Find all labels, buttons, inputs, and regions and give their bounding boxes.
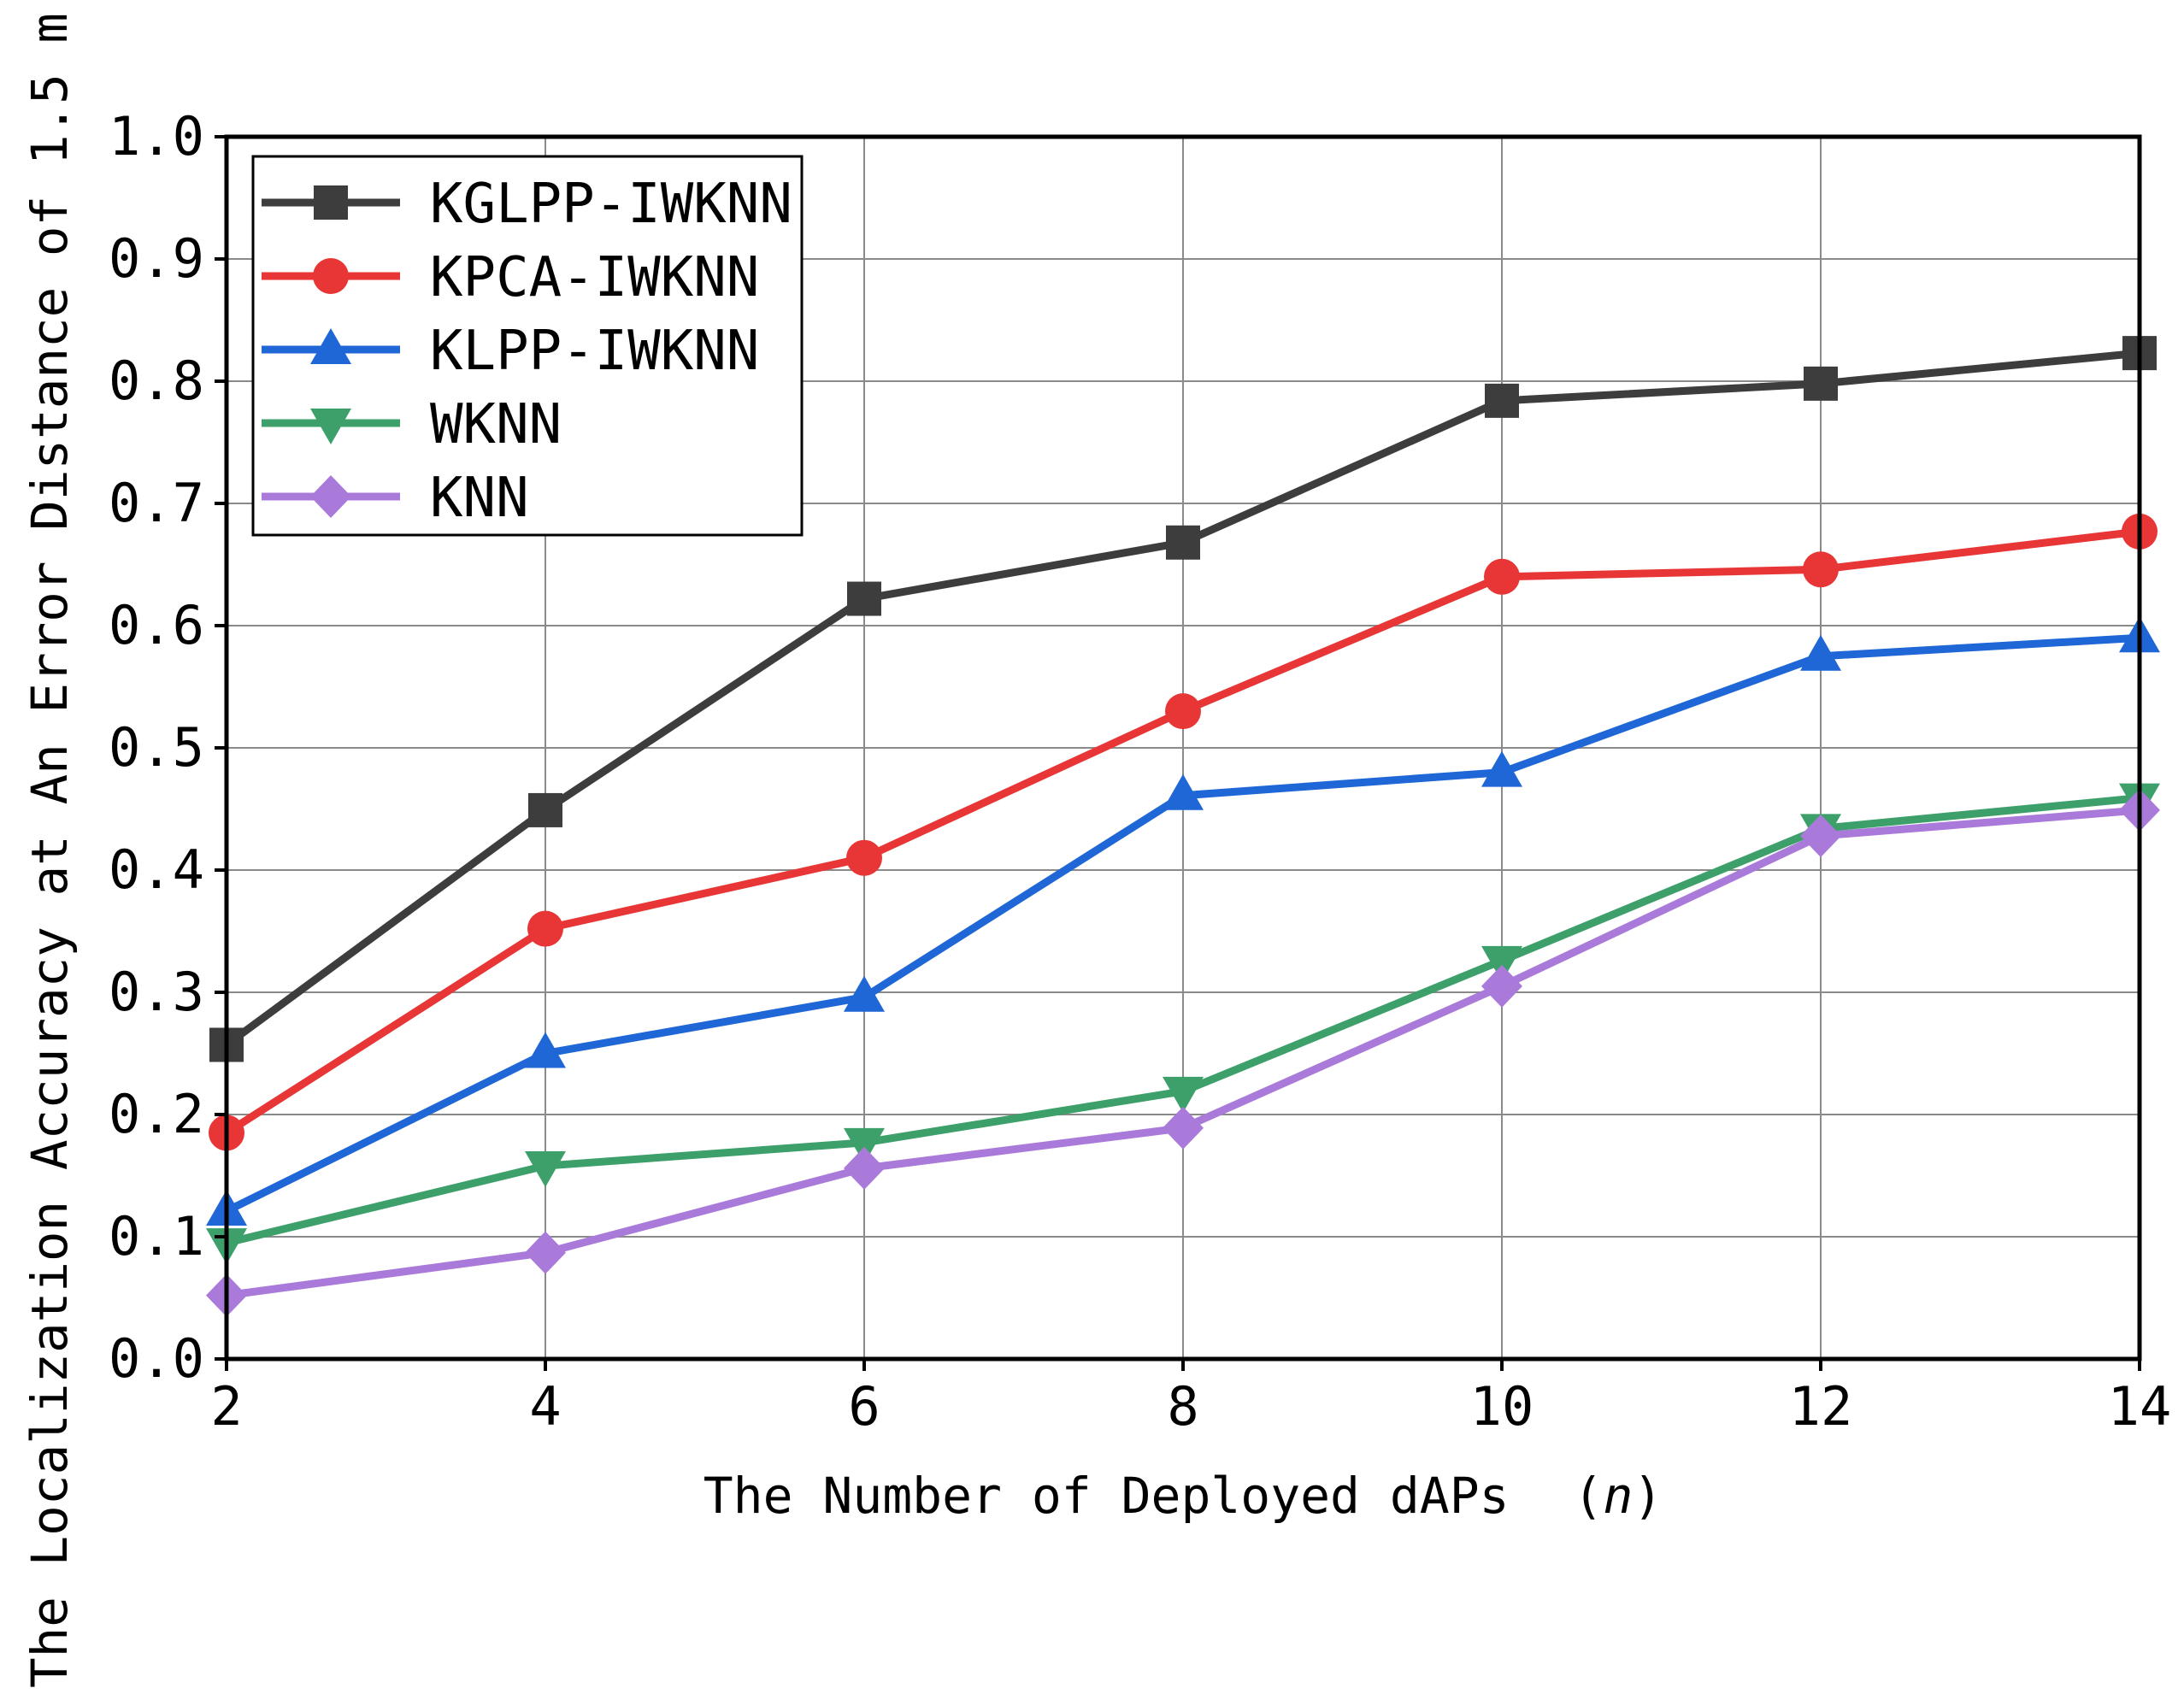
legend-label: KLPP-IWKNN [430, 320, 759, 383]
x-tick-label: 10 [1470, 1375, 1534, 1438]
data-point-knn [844, 1146, 885, 1190]
data-point-knn [1163, 1106, 1204, 1150]
y-tick-label: 0.4 [109, 838, 204, 901]
data-point-kpca-iwknn [1165, 693, 1201, 730]
data-point-knn [1800, 814, 1841, 857]
x-tick-label: 6 [848, 1375, 880, 1438]
data-point-wknn [1481, 945, 1522, 982]
legend-swatch-marker [314, 185, 348, 220]
data-point-kglpp-iwknn [1166, 525, 1200, 560]
data-point-kpca-iwknn [527, 910, 563, 947]
series-knn [206, 788, 2160, 1317]
data-point-knn [1481, 964, 1522, 1008]
data-point-kpca-iwknn [846, 839, 882, 876]
data-point-kglpp-iwknn [1485, 383, 1519, 418]
legend-item-knn: KNN [262, 467, 529, 530]
x-tick-label: 2 [210, 1375, 242, 1438]
y-tick-label: 0.0 [109, 1327, 204, 1390]
legend-item-kpca-iwknn: KPCA-IWKNN [262, 246, 759, 309]
legend: KGLPP-IWKNN KPCA-IWKNN KLPP-IWKNN WKNN KNN [251, 155, 804, 537]
legend-label: KPCA-IWKNN [430, 246, 759, 309]
legend-item-kglpp-iwknn: KGLPP-IWKNN [262, 173, 792, 236]
legend-item-klpp-iwknn: KLPP-IWKNN [262, 320, 759, 383]
data-point-kglpp-iwknn [528, 792, 562, 827]
legend-swatch-marker [310, 328, 351, 364]
legend-label: KNN [430, 467, 529, 530]
x-axis-title-variable: n [1603, 1467, 1633, 1525]
data-point-knn [525, 1231, 566, 1274]
data-point-klpp-iwknn [525, 1032, 566, 1068]
data-point-klpp-iwknn [844, 975, 885, 1012]
legend-label: WKNN [430, 393, 562, 456]
y-tick-label: 0.8 [109, 350, 204, 412]
data-point-kglpp-iwknn [847, 581, 881, 616]
data-point-klpp-iwknn [1800, 634, 1841, 671]
axis-ticks: 0.0 0.1 0.2 0.3 0.4 0.5 0.6 0.7 0.8 0.9 1.0 2 4 6 8 10 1… [109, 105, 2171, 1438]
y-tick-label: 0.6 [109, 594, 204, 656]
y-tick-label: 1.0 [109, 105, 204, 168]
data-point-klpp-iwknn [1163, 773, 1204, 810]
x-tick-label: 14 [2108, 1375, 2172, 1438]
x-tick-label: 4 [529, 1375, 561, 1438]
data-point-kpca-iwknn [1803, 551, 1839, 588]
y-tick-label: 0.7 [109, 472, 204, 534]
data-point-klpp-iwknn [1481, 750, 1522, 787]
legend-item-wknn: WKNN [262, 393, 562, 456]
legend-swatch-marker [310, 475, 351, 518]
y-tick-label: 0.3 [109, 961, 204, 1023]
y-tick-label: 0.9 [109, 227, 204, 290]
data-point-wknn [1163, 1076, 1204, 1113]
legend-swatch-marker [310, 409, 351, 444]
x-tick-label: 12 [1789, 1375, 1853, 1438]
series-lines [206, 336, 2160, 1317]
y-tick-label: 0.5 [109, 716, 204, 779]
data-point-kglpp-iwknn [1804, 366, 1838, 401]
legend-swatch-marker [313, 258, 349, 294]
x-tick-label: 8 [1167, 1375, 1198, 1438]
data-point-wknn [525, 1151, 566, 1188]
y-tick-label: 0.1 [109, 1205, 204, 1268]
y-tick-label: 0.2 [109, 1083, 204, 1145]
x-axis-title-text: The Number of Deployed dAPs [703, 1467, 1510, 1525]
legend-label: KGLPP-IWKNN [430, 173, 792, 236]
x-axis-title: The Number of Deployed dAPs (n) [703, 1467, 1663, 1525]
data-point-kpca-iwknn [1484, 558, 1520, 595]
y-axis-title: The Localization Accuracy at An Error Di… [21, 13, 79, 1688]
data-point-wknn [844, 1127, 885, 1164]
